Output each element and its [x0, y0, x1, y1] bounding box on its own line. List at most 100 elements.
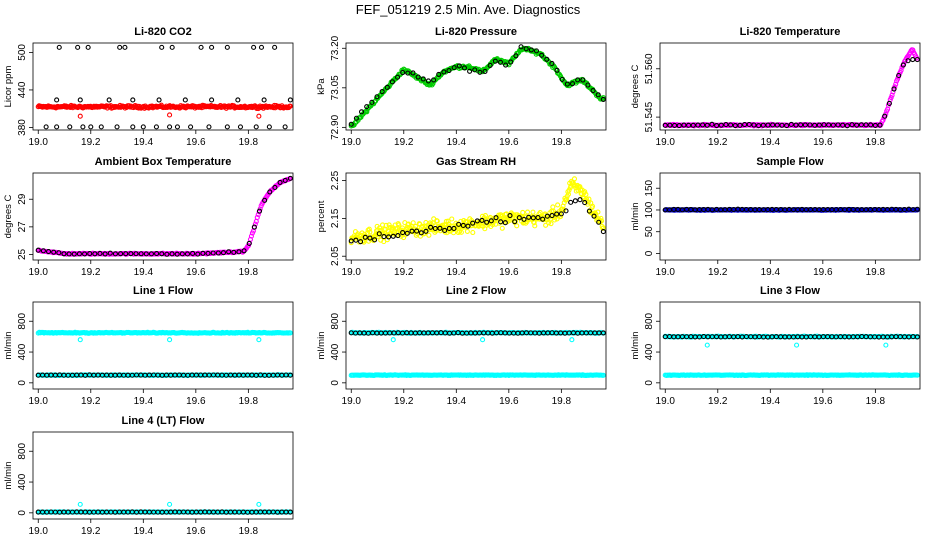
data-point [261, 97, 267, 103]
data-point [210, 250, 216, 256]
data-point [122, 44, 128, 50]
plot-frame [345, 42, 607, 131]
data-point [728, 122, 734, 128]
data-point [179, 251, 185, 257]
data-point [106, 97, 112, 103]
data-point [195, 251, 201, 257]
x-tick-label: 19.6 [813, 267, 833, 278]
data-point [215, 250, 221, 256]
data-point [910, 56, 916, 63]
data-point [585, 82, 591, 88]
panel-title: Line 2 Flow [446, 285, 506, 297]
data-point [272, 44, 278, 50]
y-tick-label: 2.25 [330, 170, 341, 190]
data-point [88, 124, 94, 130]
data-point [591, 213, 597, 219]
data-point [531, 220, 537, 226]
x-tick-label: 19.0 [29, 526, 49, 537]
data-point [256, 208, 263, 214]
data-point [497, 59, 504, 65]
data-point [169, 44, 175, 50]
series-cyan-dips [390, 337, 575, 343]
data-point [56, 44, 62, 50]
data-point [784, 123, 790, 129]
data-point [414, 228, 420, 234]
data-point [558, 213, 564, 220]
data-point [802, 122, 808, 128]
y-tick-label: 73.05 [330, 75, 341, 100]
y-tick-label: 800 [17, 312, 28, 329]
data-point [765, 122, 771, 128]
data-point [198, 44, 204, 50]
data-point [521, 216, 527, 222]
data-point [484, 219, 490, 225]
panel-title: Line 3 Flow [760, 285, 820, 297]
data-point [480, 337, 486, 343]
data-point [112, 251, 118, 257]
data-point [788, 121, 794, 128]
data-point [520, 209, 526, 216]
data-point [159, 44, 165, 50]
data-point [488, 218, 494, 224]
y-axis-label: kPa [316, 78, 327, 95]
data-point [376, 225, 383, 231]
data-point [348, 238, 354, 244]
data-point [384, 84, 390, 90]
data-point [537, 210, 543, 216]
data-points [348, 44, 606, 129]
data-point [770, 122, 776, 128]
data-point [143, 251, 149, 257]
figure-title: FEF_051219 2.5 Min. Ave. Diagnostics [356, 2, 581, 17]
data-point [461, 65, 468, 71]
data-point [241, 248, 247, 254]
data-point [676, 123, 682, 129]
panel-title: Line 4 (LT) Flow [122, 415, 205, 427]
data-point [209, 44, 215, 50]
y-tick-label: 51.545 [644, 101, 655, 132]
data-point [472, 67, 478, 73]
data-point [372, 237, 378, 243]
data-point [737, 122, 743, 128]
data-point [709, 121, 715, 127]
data-point [540, 216, 546, 222]
data-point [746, 121, 752, 128]
data-point [456, 63, 462, 69]
x-tick-label: 19.8 [866, 267, 886, 278]
data-point [451, 225, 457, 232]
x-tick-label: 19.6 [813, 137, 833, 148]
data-point [123, 251, 129, 257]
data-point [816, 122, 822, 128]
data-point [600, 372, 606, 378]
data-point [863, 122, 869, 128]
data-point [554, 67, 560, 73]
data-point [231, 249, 237, 255]
data-point [92, 251, 98, 257]
data-point [272, 184, 278, 191]
data-point [586, 196, 592, 202]
x-tick-label: 19.0 [342, 137, 362, 148]
data-point [900, 62, 906, 68]
data-point [886, 100, 892, 106]
data-point [80, 124, 86, 130]
data-point [236, 249, 242, 255]
data-point [812, 122, 818, 128]
data-point [667, 122, 673, 128]
data-point [600, 95, 606, 101]
data-point [282, 124, 288, 130]
series-black [348, 197, 606, 245]
data-point [164, 251, 170, 257]
data-point [431, 77, 437, 83]
panel-line-3-flow: Line 3 Flow 19.0 19.2 19.4 19.6 19.8 0 400 800ml… [630, 285, 921, 407]
series-black-mid [54, 97, 293, 103]
data-point [896, 72, 902, 79]
data-point [167, 112, 173, 118]
x-tick-label: 19.4 [761, 267, 781, 278]
data-point [66, 251, 72, 257]
x-tick-label: 19.2 [394, 267, 414, 278]
y-tick-label: 29 [17, 193, 28, 205]
data-point [130, 97, 136, 103]
data-point [516, 215, 522, 221]
data-point [386, 234, 392, 240]
data-point [87, 251, 93, 257]
